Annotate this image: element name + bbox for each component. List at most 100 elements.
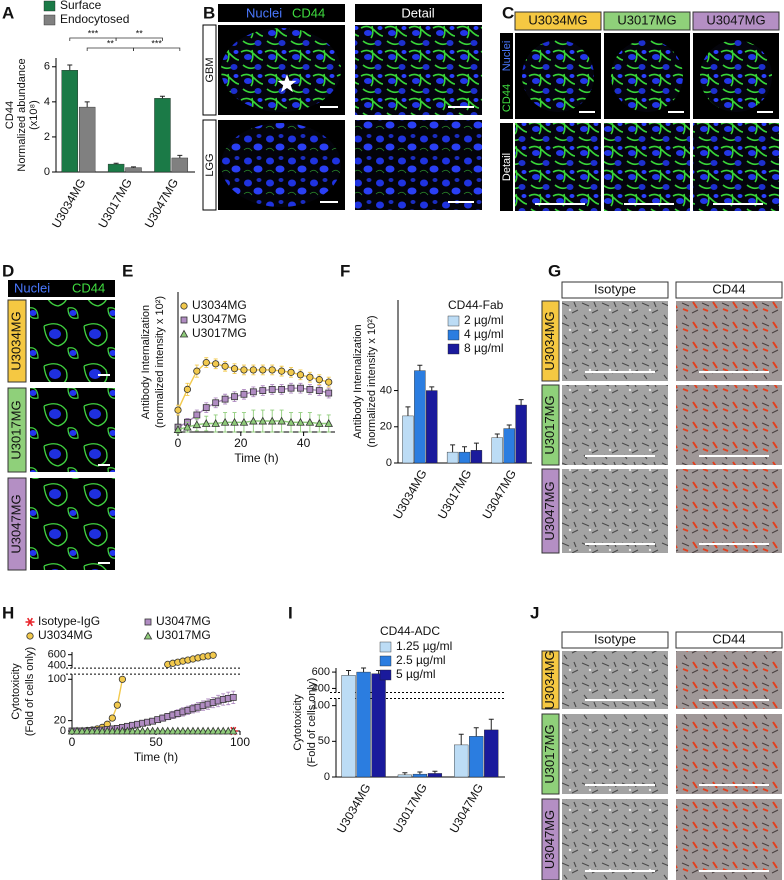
- point: [87, 726, 97, 735]
- micrograph: [676, 714, 782, 794]
- spheroid: [700, 40, 772, 112]
- legend-swatch: [379, 655, 392, 667]
- column-label: Detail: [401, 5, 434, 20]
- y-tick-label: 2: [44, 131, 50, 143]
- significance-label: **: [136, 28, 144, 38]
- point: [183, 422, 192, 431]
- significance-bracket: [115, 37, 163, 41]
- error-bar: [417, 364, 423, 371]
- row-label: Detail: [501, 153, 513, 181]
- micrograph: [30, 300, 115, 382]
- micrograph: [515, 123, 601, 211]
- error-bar: [113, 162, 119, 165]
- error-bar: [67, 64, 73, 71]
- column-label: CD44: [712, 631, 745, 646]
- row-label: U3034MG: [542, 650, 557, 709]
- micrograph: [693, 123, 779, 211]
- x-tick-label: 50: [149, 735, 163, 749]
- point: [278, 385, 286, 393]
- row-label: U3047MG: [542, 810, 557, 869]
- error-bar: [473, 727, 479, 737]
- point: [92, 726, 102, 735]
- point: [267, 416, 277, 425]
- column-label-box: [675, 281, 783, 299]
- point: [325, 378, 333, 386]
- stain-label: CD44: [72, 280, 105, 295]
- column-label: Isotype: [594, 631, 636, 646]
- point: [287, 384, 295, 392]
- legend-label: Endocytosed: [60, 12, 129, 26]
- y-tick-label: 400: [312, 682, 330, 694]
- column-label: U3017MG: [617, 12, 676, 27]
- point: [230, 417, 239, 426]
- column-label: U3047MG: [706, 12, 765, 27]
- micrograph: [562, 469, 668, 553]
- legend-label: U3047MG: [192, 312, 247, 326]
- point: [315, 387, 323, 395]
- row-label-box: [541, 300, 560, 382]
- point: [193, 411, 201, 419]
- column-label-box: [561, 631, 669, 649]
- y-axis-label: Antibody Internalization: [140, 305, 152, 419]
- legend-swatch: [447, 315, 460, 327]
- point: [123, 726, 132, 735]
- row-label-box: [7, 299, 27, 383]
- legend-swatch: [43, 14, 56, 26]
- y-tick-label: 100: [312, 700, 330, 712]
- point: [143, 726, 152, 735]
- point: [113, 726, 122, 735]
- point: [286, 417, 296, 426]
- x-tick-label: U3017MG: [390, 781, 429, 835]
- header-box: [355, 4, 482, 22]
- y-tick-label: 4: [44, 96, 50, 108]
- significance-label: **: [107, 38, 115, 48]
- row-label: U3047MG: [8, 494, 23, 553]
- row-label-box: [541, 384, 560, 466]
- bar: [426, 390, 438, 464]
- stain-label: Nuclei: [14, 280, 50, 295]
- legend-swatch: [447, 329, 460, 341]
- stain-label: CD44: [292, 5, 325, 20]
- point: [240, 366, 248, 374]
- bar: [414, 370, 426, 464]
- significance-bracket: [133, 47, 181, 51]
- point: [183, 726, 193, 735]
- column-label-box: [603, 11, 691, 31]
- x-tick-label: U3047MG: [480, 467, 519, 521]
- error-bar: [417, 771, 423, 775]
- y-axis-label: CD44: [4, 101, 16, 129]
- stain-label: Nuclei: [501, 41, 513, 72]
- y-tick-label: 0: [44, 166, 50, 178]
- error-bar: [432, 770, 438, 774]
- error-bar: [361, 667, 367, 673]
- bar: [484, 729, 499, 778]
- error-bar: [402, 772, 408, 775]
- point: [133, 726, 142, 735]
- point: [178, 726, 188, 735]
- column-label-box: [514, 11, 602, 31]
- panel-letter: H: [2, 603, 14, 622]
- legend-label: 1.25 µg/ml: [396, 639, 452, 653]
- tissue-section: [221, 28, 341, 112]
- point: [278, 367, 286, 375]
- row-label: U3017MG: [542, 724, 557, 783]
- micrograph: [676, 799, 782, 880]
- x-tick-label: U3034MG: [334, 781, 373, 835]
- y-axis-label: Cytotoxicity: [292, 694, 304, 751]
- point: [183, 385, 192, 393]
- point: [67, 726, 77, 735]
- column-label-box: [675, 631, 783, 649]
- point: [315, 419, 324, 427]
- bar: [412, 773, 428, 778]
- x-tick-label: U3047MG: [447, 781, 486, 835]
- row-label-box: [541, 468, 560, 554]
- row-label-box: [7, 387, 27, 473]
- panel-letter: J: [530, 603, 539, 622]
- legend-label: 8 µg/ml: [464, 341, 504, 355]
- x-tick-label: 40: [297, 436, 311, 450]
- stain-label: CD44: [501, 84, 513, 112]
- point: [305, 417, 315, 426]
- point: [287, 368, 295, 376]
- legend-swatch: [379, 669, 392, 681]
- error-bar: [473, 442, 479, 451]
